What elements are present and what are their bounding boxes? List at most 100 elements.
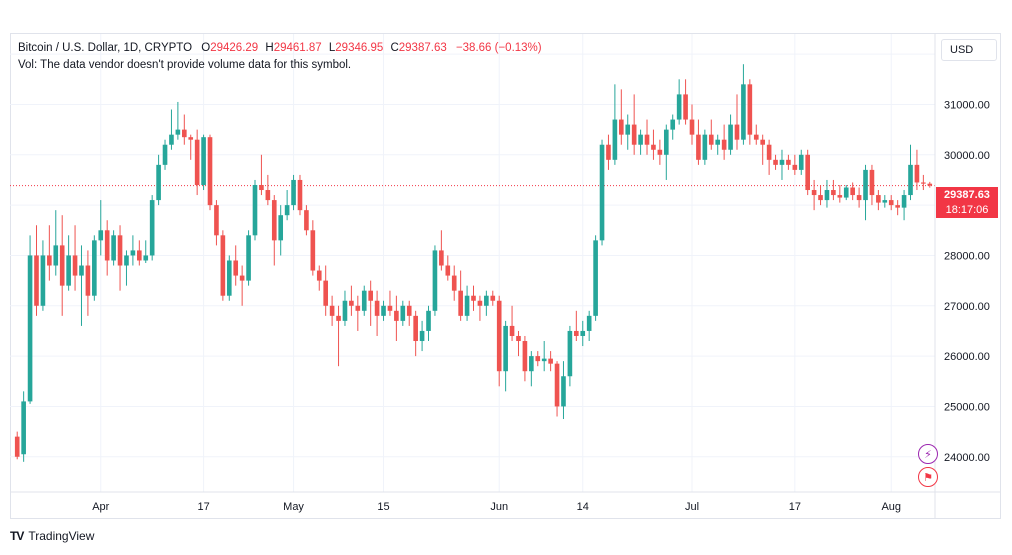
chart-legend: Bitcoin / U.S. Dollar, 1D, CRYPTO O29426… [18, 40, 542, 74]
candle [869, 164, 875, 206]
currency-button[interactable]: USD [941, 39, 997, 61]
candle-body [548, 358, 553, 364]
candle-body [252, 184, 258, 236]
candle [631, 94, 637, 155]
candle-body [702, 134, 708, 160]
candle-body [901, 195, 907, 208]
candle [149, 195, 155, 261]
high-value: 29461.87 [273, 42, 322, 54]
candle-body [368, 290, 373, 301]
x-tick-label: 17 [789, 501, 801, 513]
candle-body [214, 205, 219, 236]
candle-body [927, 183, 933, 186]
candle-body [246, 235, 251, 281]
candle-body [53, 245, 59, 266]
chart-container [10, 33, 1001, 519]
candle [201, 134, 206, 191]
candle [368, 280, 373, 326]
calendar-flag-icon[interactable]: ⚑ [918, 467, 938, 487]
candle-body [79, 265, 84, 276]
candle-body [124, 255, 129, 266]
candle-body [355, 305, 361, 311]
candle [34, 225, 39, 316]
candle-body [837, 195, 843, 198]
candle-body [239, 275, 245, 281]
candle-body [509, 325, 515, 336]
candle-body [27, 255, 33, 402]
candle-body [143, 255, 149, 261]
candle-body [760, 139, 766, 145]
candle-body [676, 94, 682, 120]
candle [663, 124, 669, 180]
candle [728, 114, 733, 155]
candle-body [201, 137, 206, 185]
candle [773, 154, 778, 170]
candle-body [130, 250, 136, 256]
candle-body [747, 84, 753, 135]
candle [297, 174, 303, 216]
candle [265, 174, 271, 206]
candle [413, 310, 418, 357]
candle [638, 129, 643, 155]
candle [811, 179, 817, 211]
candle [381, 300, 386, 321]
candle-body [21, 401, 26, 455]
candle [484, 290, 489, 316]
candle-body [284, 205, 290, 216]
footer-brand[interactable]: TV TradingView [10, 529, 94, 543]
candle-body [914, 164, 920, 183]
candle-body [786, 159, 791, 165]
lightning-icon[interactable]: ⚡ [918, 444, 938, 464]
candle [464, 285, 470, 321]
candle-body [863, 169, 868, 201]
candle-body [156, 164, 161, 201]
candle [496, 295, 502, 387]
candle [753, 124, 759, 145]
candle-body [670, 119, 676, 130]
candle-body [220, 235, 226, 296]
candle-body [728, 124, 733, 150]
candle [586, 310, 592, 342]
candle-body [329, 305, 335, 316]
candle [908, 144, 913, 201]
candle-body [773, 159, 778, 165]
candle [40, 240, 46, 311]
candle-body [888, 200, 894, 206]
candle-body [419, 330, 425, 342]
candle [349, 285, 354, 316]
candle [47, 225, 52, 281]
candle [458, 270, 463, 321]
candle-body [554, 363, 560, 407]
x-tick-label: Apr [92, 501, 109, 513]
candle [181, 114, 187, 145]
candle [374, 290, 380, 336]
candle [503, 320, 508, 392]
candle-body [638, 134, 643, 145]
candle [509, 305, 515, 342]
candle [278, 205, 284, 256]
candle-body [689, 119, 695, 135]
candle [14, 431, 20, 460]
candle [574, 310, 579, 342]
candle-body [34, 255, 39, 306]
y-tick-label: 25000.00 [944, 401, 990, 413]
candle [914, 149, 920, 191]
candle-body [432, 250, 438, 311]
candle [246, 230, 251, 286]
candle [316, 265, 322, 291]
candle-body [66, 255, 71, 286]
candle-body [779, 159, 785, 165]
candle-body [529, 356, 534, 372]
candle [708, 119, 714, 150]
candle [336, 305, 341, 367]
candle-body [663, 129, 669, 155]
candle [85, 250, 91, 316]
candle [175, 101, 181, 140]
candle-body [503, 325, 508, 372]
candle [21, 391, 26, 462]
candle-body [561, 376, 566, 407]
candle [676, 79, 682, 125]
candle [798, 149, 804, 175]
candle-body [47, 255, 52, 266]
